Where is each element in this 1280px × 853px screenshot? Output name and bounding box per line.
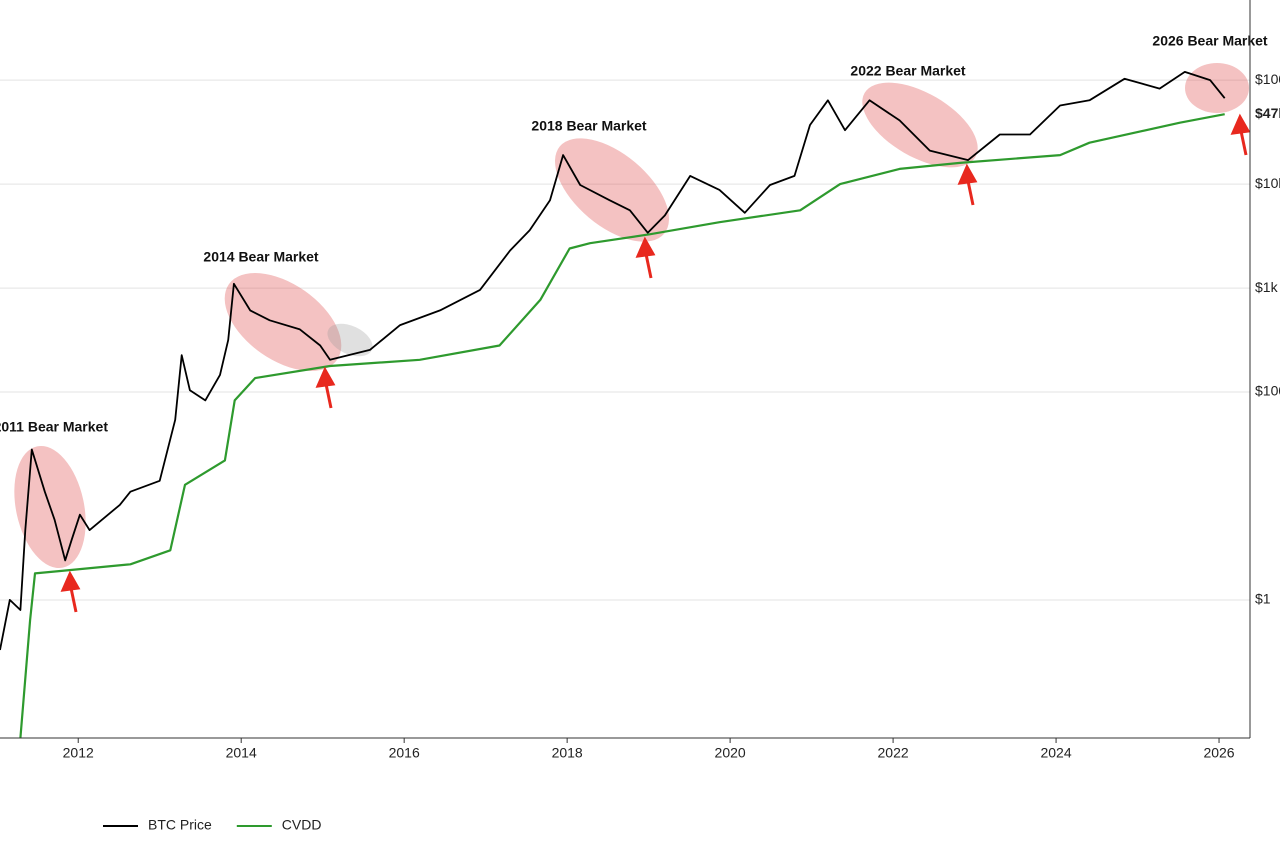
x-tick-label: 2026 bbox=[1203, 745, 1234, 761]
arrow bbox=[1239, 130, 1248, 156]
annotation: 2026 Bear Market bbox=[1152, 33, 1268, 49]
series-line bbox=[19, 113, 1225, 739]
annotation: 2022 Bear Market bbox=[850, 63, 966, 79]
legend-label: CVDD bbox=[282, 817, 322, 833]
annotation: 2014 Bear Market bbox=[203, 249, 319, 265]
annotation: 2011 Bear Market bbox=[0, 419, 108, 435]
arrow-head bbox=[957, 163, 978, 185]
y-tick-label: $1 bbox=[1255, 591, 1271, 607]
legend: BTC Price CVDD bbox=[103, 817, 321, 833]
highlights bbox=[14, 63, 1249, 569]
annotation: 2018 Bear Market bbox=[531, 118, 647, 134]
x-tick-label: 2012 bbox=[63, 745, 94, 761]
y-tick-label: $10k bbox=[1255, 175, 1280, 191]
arrow-head bbox=[635, 236, 656, 258]
series-line bbox=[0, 71, 1226, 651]
grid bbox=[0, 79, 1250, 601]
arrow-head bbox=[1230, 113, 1251, 135]
y-tick-label: $100k bbox=[1255, 71, 1280, 87]
lines bbox=[0, 71, 1226, 739]
x-tick-label: 2024 bbox=[1040, 745, 1071, 761]
arrow-head bbox=[60, 570, 81, 592]
highlight bbox=[555, 138, 669, 242]
x-tick-label: 2022 bbox=[878, 745, 909, 761]
price-label: $47k bbox=[1255, 105, 1280, 121]
x-tick-label: 2016 bbox=[389, 745, 420, 761]
y-tick-label: $1k bbox=[1255, 279, 1279, 295]
arrow bbox=[644, 253, 653, 279]
legend-label: BTC Price bbox=[148, 817, 212, 833]
x-tick-label: 2014 bbox=[226, 745, 257, 761]
x-tick-label: 2018 bbox=[552, 745, 583, 761]
y-tick-label: $100 bbox=[1255, 383, 1280, 399]
arrow bbox=[966, 180, 975, 206]
arrows bbox=[60, 113, 1251, 613]
highlight bbox=[862, 82, 978, 168]
arrow bbox=[324, 383, 333, 409]
highlight bbox=[224, 272, 342, 372]
arrow-head bbox=[315, 366, 336, 388]
arrow bbox=[69, 587, 78, 613]
x-tick-label: 2020 bbox=[715, 745, 746, 761]
highlight bbox=[327, 323, 373, 357]
